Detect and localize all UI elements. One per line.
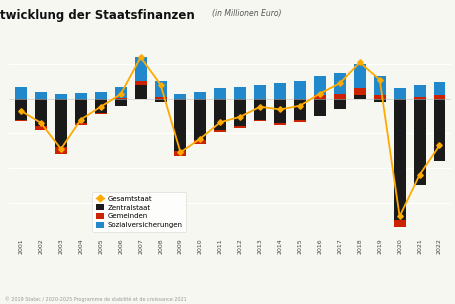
- Bar: [293, 119, 305, 122]
- Bar: [393, 88, 405, 99]
- Bar: [413, 85, 425, 97]
- Bar: [293, 81, 305, 99]
- Bar: [353, 64, 365, 88]
- Text: twicklung der Staatsfinanzen: twicklung der Staatsfinanzen: [0, 9, 194, 22]
- Bar: [115, 98, 126, 99]
- Bar: [433, 99, 445, 161]
- Bar: [433, 82, 445, 95]
- Bar: [55, 147, 67, 154]
- Bar: [353, 95, 365, 99]
- Bar: [214, 99, 226, 130]
- Bar: [95, 92, 106, 99]
- Bar: [15, 99, 27, 119]
- Bar: [373, 95, 385, 99]
- Bar: [174, 151, 186, 156]
- Bar: [35, 126, 47, 130]
- Text: (in Millionen Euro): (in Millionen Euro): [212, 9, 281, 18]
- Bar: [313, 95, 325, 99]
- Bar: [393, 99, 405, 220]
- Bar: [75, 123, 86, 125]
- Bar: [134, 57, 146, 81]
- Bar: [273, 123, 285, 125]
- Bar: [174, 99, 186, 151]
- Bar: [134, 85, 146, 99]
- Bar: [373, 99, 385, 102]
- Bar: [75, 99, 86, 123]
- Bar: [413, 97, 425, 99]
- Bar: [433, 95, 445, 99]
- Bar: [154, 99, 166, 102]
- Bar: [154, 97, 166, 99]
- Bar: [313, 76, 325, 95]
- Bar: [333, 94, 345, 99]
- Bar: [35, 92, 47, 99]
- Bar: [55, 99, 67, 147]
- Bar: [253, 85, 266, 99]
- Bar: [214, 130, 226, 132]
- Bar: [273, 99, 285, 123]
- Bar: [373, 76, 385, 95]
- Bar: [273, 83, 285, 99]
- Bar: [214, 88, 226, 99]
- Bar: [413, 99, 425, 185]
- Bar: [253, 99, 266, 119]
- Bar: [75, 93, 86, 99]
- Bar: [115, 99, 126, 106]
- Bar: [393, 220, 405, 227]
- Bar: [234, 99, 246, 126]
- Bar: [313, 99, 325, 116]
- Bar: [253, 119, 266, 121]
- Bar: [15, 87, 27, 99]
- Bar: [333, 73, 345, 94]
- Bar: [194, 99, 206, 140]
- Bar: [35, 99, 47, 126]
- Bar: [234, 126, 246, 128]
- Bar: [134, 81, 146, 85]
- Bar: [293, 99, 305, 119]
- Bar: [15, 119, 27, 121]
- Bar: [55, 94, 67, 99]
- Bar: [174, 94, 186, 99]
- Text: © 2019 Statec / 2020-2025 Programme de stabilité et de croissance 2021: © 2019 Statec / 2020-2025 Programme de s…: [5, 297, 186, 302]
- Bar: [95, 99, 106, 112]
- Bar: [194, 140, 206, 144]
- Bar: [95, 112, 106, 114]
- Bar: [154, 81, 166, 97]
- Bar: [234, 87, 246, 99]
- Legend: Gesamtstaat, Zentralstaat, Gemeinden, Sozialversicherungen: Gesamtstaat, Zentralstaat, Gemeinden, So…: [92, 192, 186, 232]
- Bar: [333, 99, 345, 109]
- Bar: [353, 88, 365, 95]
- Bar: [194, 92, 206, 99]
- Bar: [115, 87, 126, 98]
